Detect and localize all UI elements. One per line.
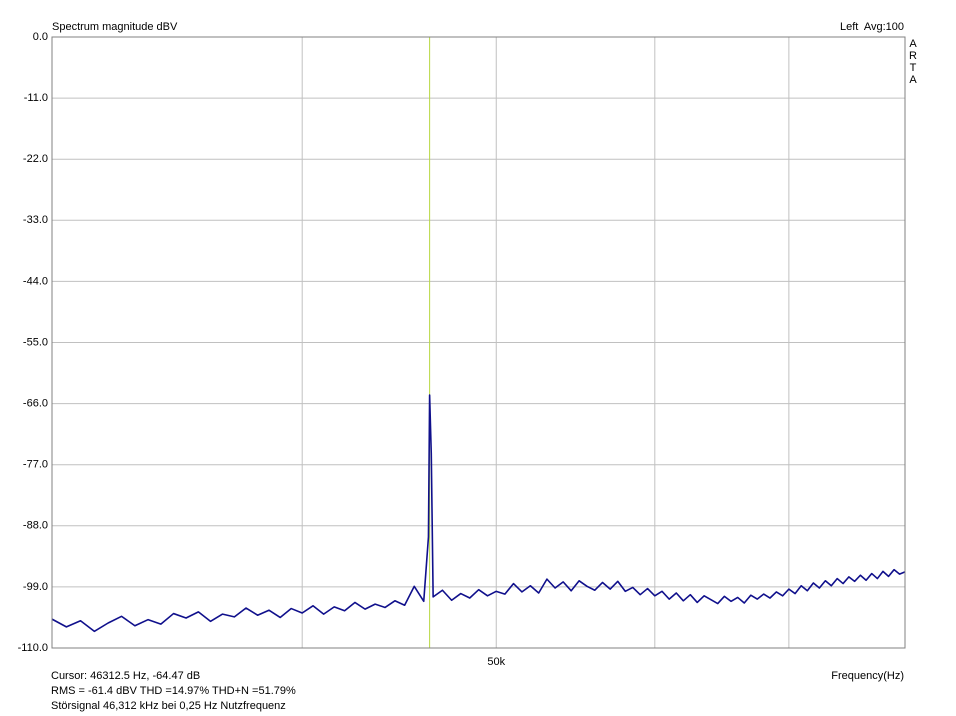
plot-border xyxy=(51,36,906,649)
y-tick-label: -77.0 xyxy=(23,459,48,471)
footer-line: RMS = -61.4 dBV THD =14.97% THD+N =51.79… xyxy=(51,685,296,697)
y-tick-label: -66.0 xyxy=(23,398,48,410)
channel-info: Left Avg:100 xyxy=(840,21,904,33)
y-tick-label: -22.0 xyxy=(23,153,48,165)
y-tick-label: -88.0 xyxy=(23,520,48,532)
spectrum-line xyxy=(51,394,906,633)
y-tick-label: -110.0 xyxy=(18,642,48,654)
footer-line: Störsignal 46,312 kHz bei 0,25 Hz Nutzfr… xyxy=(51,700,286,712)
y-tick-label: -33.0 xyxy=(23,214,48,226)
y-tick-label: -44.0 xyxy=(23,275,48,287)
chart-title: Spectrum magnitude dBV xyxy=(52,21,178,33)
y-tick-label: -11.0 xyxy=(24,92,48,104)
side-label: ARTA xyxy=(907,38,919,86)
x-axis-label: Frequency(Hz) xyxy=(831,670,904,682)
x-tick-label: 50k xyxy=(487,656,505,668)
y-tick-label: 0.0 xyxy=(33,31,48,43)
y-tick-label: -99.0 xyxy=(23,581,48,593)
footer-line: Cursor: 46312.5 Hz, -64.47 dB xyxy=(51,670,200,682)
y-tick-label: -55.0 xyxy=(23,336,48,348)
